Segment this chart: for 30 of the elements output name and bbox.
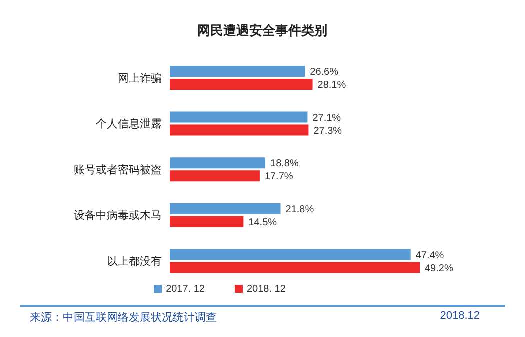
data-label: 28.1%	[318, 80, 346, 92]
bar	[170, 262, 420, 274]
data-label: 47.4%	[416, 250, 444, 262]
bar	[170, 158, 266, 169]
text: 2018.12	[440, 310, 480, 322]
data-label: 27.3%	[314, 126, 342, 137]
data-label: 49.2%	[425, 263, 454, 274]
bar	[170, 124, 309, 136]
bar	[170, 66, 306, 77]
bar	[170, 249, 411, 260]
y-tick-label: 个人信息泄露	[96, 118, 162, 131]
legend-label: 2017. 12	[166, 284, 205, 295]
chart-title: 网民遭遇安全事件类别	[196, 22, 328, 40]
data-label: 26.6%	[310, 67, 339, 78]
y-tick-label: 设备中病毒或木马	[74, 209, 162, 222]
bar	[170, 112, 308, 123]
y-tick-label: 网上诈骗	[118, 72, 162, 85]
data-label: 17.7%	[264, 172, 294, 183]
y-tick-label: 以上都没有	[107, 255, 162, 268]
bar	[170, 170, 260, 182]
y-tick-label: 账号或者密码被盗	[74, 163, 162, 176]
legend-label: 2018. 12	[247, 284, 286, 295]
data-label: 14.5%	[248, 217, 278, 228]
source-note: 来源：中国互联网络发展状况统计调查	[30, 310, 217, 325]
data-label: 27.1%	[312, 112, 342, 124]
bar	[170, 79, 313, 90]
data-label: 18.8%	[270, 158, 299, 170]
bar	[170, 216, 244, 228]
bar	[170, 203, 281, 214]
data-label: 21.8%	[286, 204, 314, 216]
